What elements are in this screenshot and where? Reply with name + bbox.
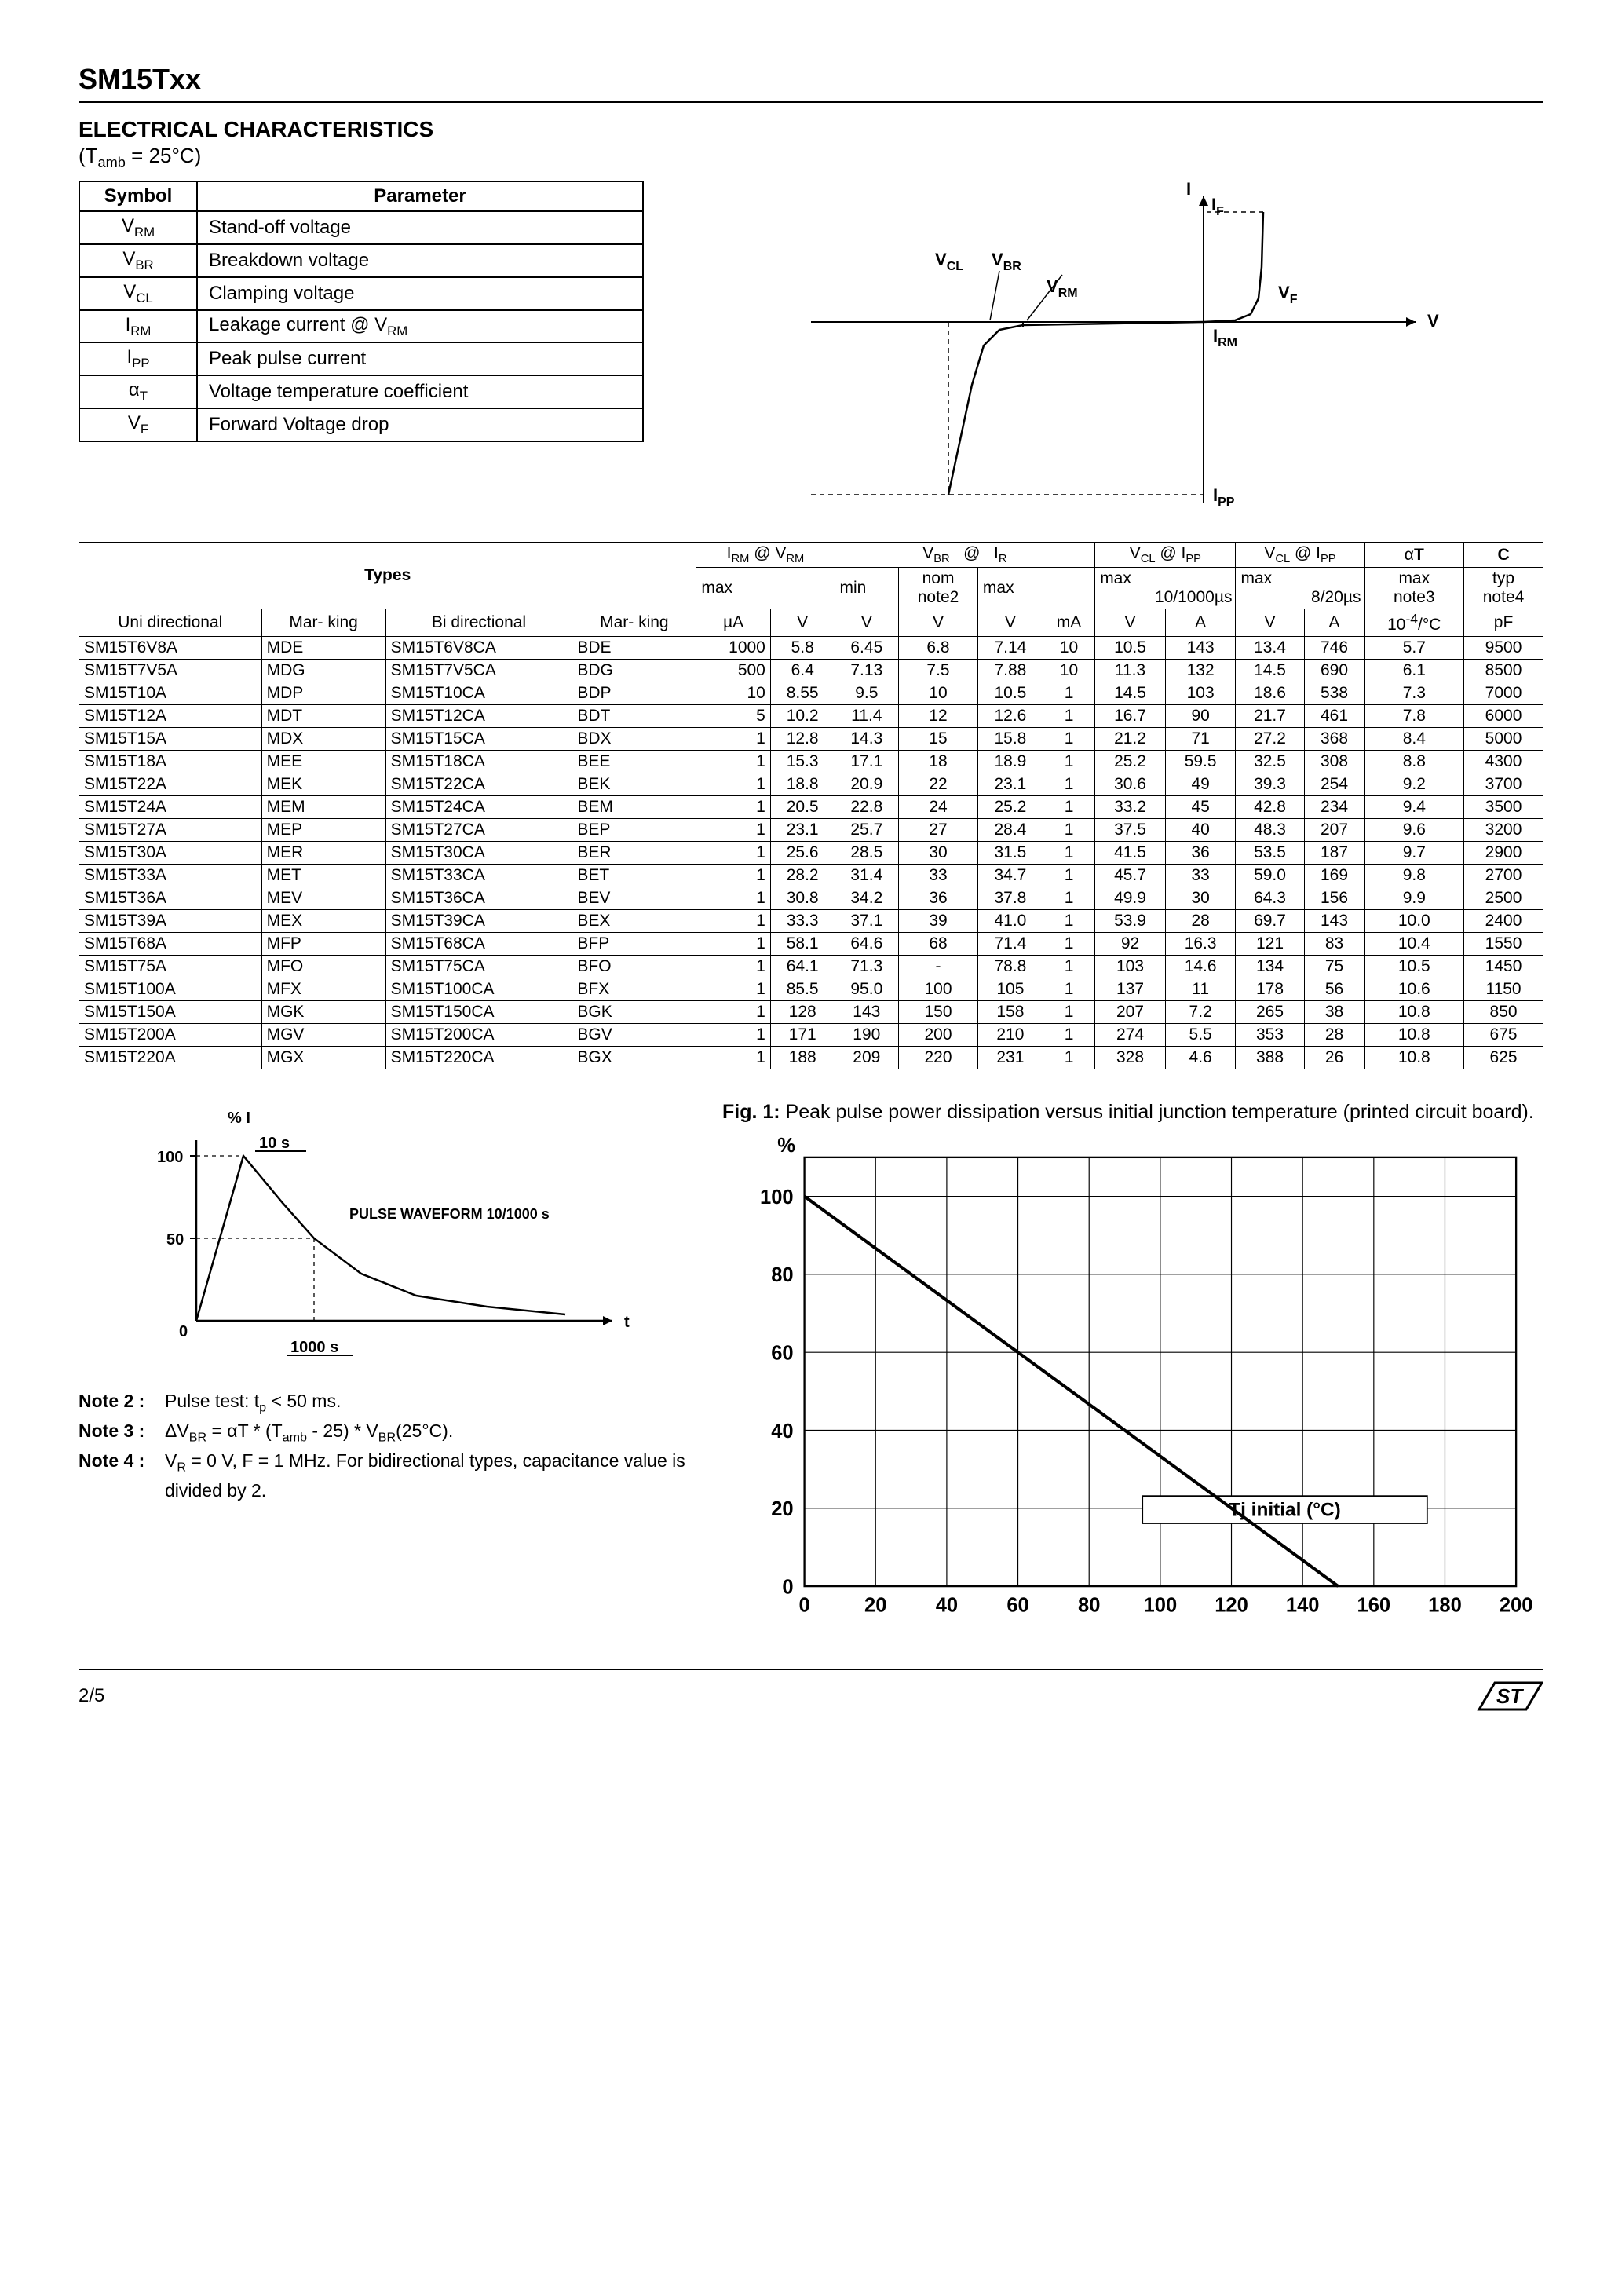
electrical-characteristics-table: TypesIRM @ VRMVBR @ IRVCL @ IPPVCL @ IPP… bbox=[79, 542, 1543, 1069]
table-row: SM15T18AMEESM15T18CABEE115.317.11818.912… bbox=[79, 751, 1543, 773]
table-row: SM15T150AMGKSM15T150CABGK112814315015812… bbox=[79, 1001, 1543, 1024]
table-row: VBRBreakdown voltage bbox=[79, 244, 643, 277]
table-row: SM15T27AMEPSM15T27CABEP123.125.72728.413… bbox=[79, 819, 1543, 842]
svg-text:40: 40 bbox=[771, 1420, 793, 1442]
svg-text:200: 200 bbox=[1500, 1595, 1533, 1617]
svg-text:120: 120 bbox=[1215, 1595, 1248, 1617]
iv-characteristic-curve: IF I VCL VBR VRM VF V IRM IPP bbox=[691, 181, 1543, 518]
table-row: SM15T22AMEKSM15T22CABEK118.820.92223.113… bbox=[79, 773, 1543, 796]
svg-text:0: 0 bbox=[179, 1323, 188, 1340]
table-row: SM15T220AMGXSM15T220CABGX118820922023113… bbox=[79, 1047, 1543, 1069]
svg-text:60: 60 bbox=[771, 1343, 793, 1365]
part-number: SM15Txx bbox=[79, 63, 1543, 103]
svg-text:VF: VF bbox=[1278, 283, 1298, 306]
svg-text:80: 80 bbox=[1078, 1595, 1100, 1617]
svg-text:1000 µs: 1000 µs bbox=[290, 1339, 338, 1356]
svg-text:20: 20 bbox=[771, 1498, 793, 1520]
table-row: SM15T12AMDTSM15T12CABDT510.211.41212.611… bbox=[79, 705, 1543, 728]
st-logo-icon: ST bbox=[1473, 1676, 1543, 1716]
svg-text:t: t bbox=[624, 1314, 630, 1331]
svg-text:100: 100 bbox=[1144, 1595, 1178, 1617]
svg-text:140: 140 bbox=[1286, 1595, 1320, 1617]
page-number: 2/5 bbox=[79, 1685, 104, 1707]
svg-text:V: V bbox=[1427, 311, 1439, 331]
table-row: SM15T30AMERSM15T30CABER125.628.53031.514… bbox=[79, 842, 1543, 865]
svg-text:IRM: IRM bbox=[1213, 326, 1237, 349]
table-row: SM15T15AMDXSM15T15CABDX112.814.31515.812… bbox=[79, 728, 1543, 751]
table-row: SM15T7V5AMDGSM15T7V5CABDG5006.47.137.57.… bbox=[79, 660, 1543, 682]
svg-text:60: 60 bbox=[1006, 1595, 1028, 1617]
svg-text:0: 0 bbox=[798, 1595, 809, 1617]
svg-text:50: 50 bbox=[166, 1231, 184, 1249]
svg-text:10 µs: 10 µs bbox=[259, 1135, 290, 1152]
svg-text:VRM: VRM bbox=[1047, 276, 1078, 300]
table-row: SM15T24AMEMSM15T24CABEM120.522.82425.213… bbox=[79, 796, 1543, 819]
table-row: SM15T6V8AMDESM15T6V8CABDE10005.86.456.87… bbox=[79, 637, 1543, 660]
table-row: SM15T68AMFPSM15T68CABFP158.164.66871.419… bbox=[79, 933, 1543, 956]
table-row: SM15T200AMGVSM15T200CABGV117119020021012… bbox=[79, 1024, 1543, 1047]
svg-text:100: 100 bbox=[760, 1186, 794, 1208]
table-row: SM15T33AMETSM15T33CABET128.231.43334.714… bbox=[79, 865, 1543, 887]
svg-text:160: 160 bbox=[1357, 1595, 1391, 1617]
temperature-condition: (Tamb = 25°C) bbox=[79, 144, 1543, 171]
svg-text:20: 20 bbox=[864, 1595, 886, 1617]
svg-text:0: 0 bbox=[782, 1577, 793, 1599]
svg-text:80: 80 bbox=[771, 1265, 793, 1287]
col-parameter: Parameter bbox=[197, 181, 643, 211]
notes-block: Note 2 :Pulse test: tp < 50 ms. Note 3 :… bbox=[79, 1387, 691, 1504]
table-row: VFForward Voltage drop bbox=[79, 408, 643, 441]
col-symbol: Symbol bbox=[79, 181, 197, 211]
table-row: IRMLeakage current @ VRM bbox=[79, 310, 643, 343]
section-heading: ELECTRICAL CHARACTERISTICS bbox=[79, 117, 1543, 142]
svg-text:180: 180 bbox=[1428, 1595, 1462, 1617]
table-row: αTVoltage temperature coefficient bbox=[79, 375, 643, 408]
svg-text:100: 100 bbox=[157, 1149, 183, 1166]
figure-1-chart: 0 20 40 60 80 100 120 140 160 180 200 0 20 40 60 80 100%… bbox=[722, 1130, 1543, 1641]
svg-text:IPP: IPP bbox=[1213, 485, 1235, 509]
pulse-waveform-diagram: % IPP 100 50 0 10 µs PULSE WAVEFORM 10/1… bbox=[79, 1101, 691, 1384]
table-row: SM15T100AMFXSM15T100CABFX185.595.0100105… bbox=[79, 978, 1543, 1001]
table-row: IPPPeak pulse current bbox=[79, 342, 643, 375]
svg-text:I: I bbox=[1186, 181, 1191, 199]
table-row: SM15T10AMDPSM15T10CABDP108.559.51010.511… bbox=[79, 682, 1543, 705]
svg-text:PULSE WAVEFORM 10/1000 µs: PULSE WAVEFORM 10/1000 µs bbox=[349, 1206, 550, 1222]
svg-text:% IPP: % IPP bbox=[228, 1110, 250, 1127]
table-row: SM15T36AMEVSM15T36CABEV130.834.23637.814… bbox=[79, 887, 1543, 910]
symbol-parameter-table: Symbol Parameter VRMStand-off voltageVBR… bbox=[79, 181, 644, 442]
svg-text:ST: ST bbox=[1496, 1684, 1524, 1708]
svg-text:40: 40 bbox=[936, 1595, 958, 1617]
svg-text:VBR: VBR bbox=[992, 250, 1021, 273]
svg-text:IF: IF bbox=[1211, 195, 1224, 218]
figure-1-caption: Fig. 1: Peak pulse power dissipation ver… bbox=[722, 1101, 1543, 1124]
svg-text:VCL: VCL bbox=[935, 250, 963, 273]
table-row: SM15T75AMFOSM15T75CABFO164.171.3-78.8110… bbox=[79, 956, 1543, 978]
table-row: VCLClamping voltage bbox=[79, 277, 643, 310]
table-row: VRMStand-off voltage bbox=[79, 211, 643, 244]
table-row: SM15T39AMEXSM15T39CABEX133.337.13941.015… bbox=[79, 910, 1543, 933]
svg-text:%: % bbox=[777, 1135, 795, 1157]
